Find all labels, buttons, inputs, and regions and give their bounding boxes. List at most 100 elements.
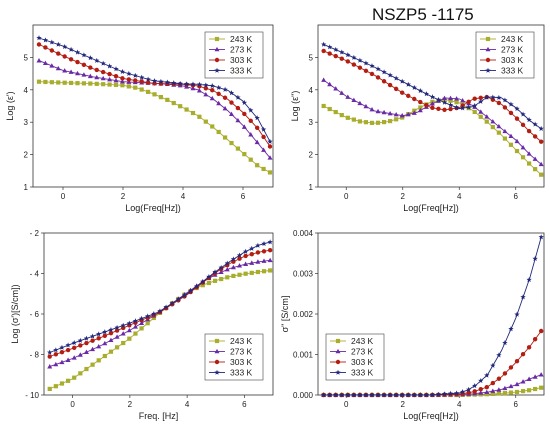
data-point	[49, 48, 55, 53]
data-point	[36, 35, 42, 41]
data-point	[357, 100, 363, 106]
data-point	[216, 129, 221, 135]
y-tick-label: 2	[309, 151, 314, 160]
data-point	[405, 111, 411, 117]
data-point	[145, 313, 151, 319]
y-tick-label: 5	[309, 53, 314, 62]
data-point	[472, 102, 478, 108]
data-point	[267, 257, 273, 263]
data-point	[53, 352, 59, 357]
data-point	[72, 345, 77, 351]
data-point	[209, 83, 215, 89]
data-point	[229, 140, 234, 146]
legend-marker	[485, 46, 491, 52]
data-point	[126, 70, 132, 76]
y-tick-label: 3	[24, 118, 29, 127]
data-point	[345, 52, 351, 58]
data-point	[327, 44, 333, 50]
legend-marker	[214, 36, 220, 42]
data-point	[514, 116, 520, 121]
data-point	[107, 71, 112, 77]
data-point	[484, 94, 490, 100]
legend-marker	[335, 348, 341, 354]
data-point	[65, 357, 71, 362]
data-point	[484, 119, 489, 124]
data-point	[520, 294, 526, 300]
data-point	[203, 86, 209, 91]
data-point	[181, 292, 188, 298]
data-point	[197, 114, 202, 119]
data-point	[351, 117, 356, 122]
data-point	[83, 349, 89, 354]
data-point	[102, 329, 108, 335]
x-axis-label: Log(Freq[Hz])	[403, 203, 459, 213]
data-point	[65, 378, 71, 383]
data-point	[222, 105, 228, 111]
data-point	[84, 366, 89, 372]
legend-marker	[335, 359, 341, 365]
x-tick-label: 6	[241, 192, 246, 201]
data-point	[78, 371, 83, 376]
data-point	[363, 103, 369, 109]
legend-entry: 303 K	[230, 55, 253, 65]
y-tick-label: - 2	[30, 229, 40, 238]
data-point	[65, 342, 71, 348]
data-point	[75, 81, 80, 86]
data-point	[496, 123, 502, 129]
data-point	[399, 392, 405, 398]
data-point	[526, 277, 532, 283]
data-point	[68, 46, 74, 52]
data-point	[520, 352, 526, 357]
data-point	[400, 90, 405, 95]
data-point	[36, 58, 42, 63]
data-point	[237, 256, 242, 261]
data-point	[145, 321, 150, 326]
data-point	[235, 117, 241, 123]
data-point	[448, 95, 454, 101]
legend-marker	[485, 57, 491, 63]
data-point	[157, 308, 163, 314]
data-point	[203, 82, 209, 88]
data-point	[55, 65, 61, 71]
series-333k	[36, 35, 273, 144]
data-point	[230, 256, 237, 262]
data-point	[381, 109, 387, 115]
data-point	[533, 167, 538, 172]
legend-marker	[335, 369, 341, 375]
data-point	[508, 133, 514, 138]
data-point	[363, 120, 369, 125]
data-point	[114, 334, 120, 339]
data-point	[478, 109, 484, 114]
data-point	[113, 66, 119, 72]
data-point	[261, 249, 267, 254]
series-line	[323, 79, 542, 165]
data-point	[538, 372, 544, 377]
data-point	[56, 51, 61, 56]
series-line	[323, 43, 542, 130]
data-point	[77, 352, 83, 357]
data-point	[327, 51, 332, 56]
data-point	[90, 338, 95, 343]
data-point	[478, 114, 483, 119]
data-point	[502, 97, 508, 103]
data-point	[502, 128, 508, 134]
data-point	[478, 390, 484, 395]
data-point	[100, 60, 106, 66]
data-point	[520, 122, 526, 128]
data-point	[508, 110, 514, 116]
data-point	[261, 269, 267, 274]
data-point	[248, 107, 254, 113]
y-tick-label: 0.000	[293, 391, 314, 400]
data-point	[96, 358, 101, 363]
y-tick-label: - 8	[30, 351, 40, 360]
y-tick-label: 0.003	[293, 270, 314, 279]
data-point	[339, 56, 344, 61]
data-point	[490, 94, 496, 100]
data-point	[90, 362, 95, 367]
data-point	[466, 390, 471, 395]
data-point	[435, 391, 442, 397]
data-point	[514, 358, 520, 364]
data-point	[222, 95, 228, 100]
data-point	[169, 300, 175, 306]
